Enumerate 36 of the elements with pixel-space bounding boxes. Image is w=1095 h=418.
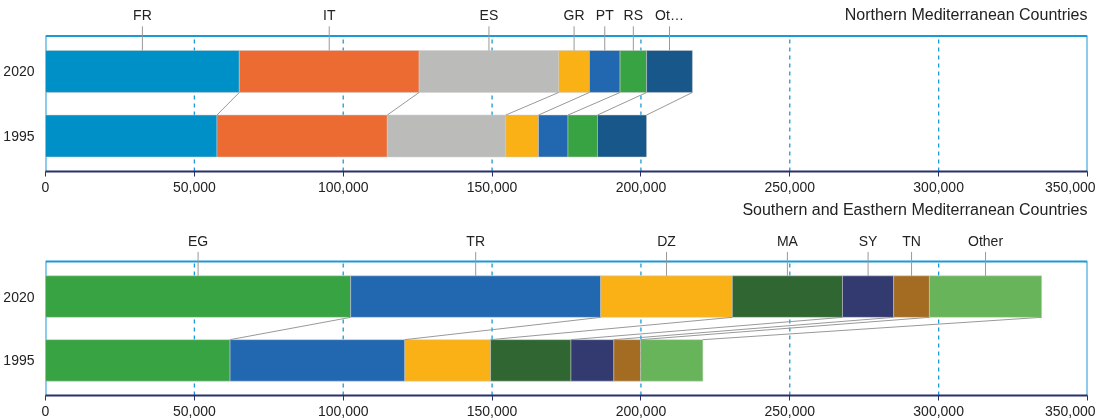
y-tick-label: 1995: [3, 352, 35, 369]
x-tick-label: 300,000: [913, 178, 965, 195]
x-tick-label: 50,000: [172, 402, 216, 418]
series-label: FR: [133, 7, 152, 24]
series-label: TN: [902, 232, 921, 249]
series-label: IT: [323, 7, 336, 24]
series-label: TR: [466, 232, 486, 249]
x-tick-label: 350,000: [1044, 402, 1095, 418]
chart-title: Southern and Easthern Mediterranean Countries: [742, 201, 1088, 219]
x-tick-label: 350,000: [1044, 178, 1095, 195]
x-tick-label: 250,000: [764, 402, 816, 418]
series-label: RS: [623, 7, 644, 24]
x-tick-label: 150,000: [466, 402, 518, 418]
x-tick-label: 0: [41, 178, 50, 195]
series-label: Ot…: [655, 7, 684, 24]
series-label: MA: [776, 232, 799, 249]
chart-title: Northern Mediterranean Countries: [844, 6, 1088, 24]
series-label: ES: [479, 7, 499, 24]
x-tick-label: 200,000: [615, 402, 667, 418]
x-tick-label: 300,000: [913, 402, 965, 418]
series-label: EG: [187, 232, 209, 249]
series-label: PT: [595, 7, 615, 24]
x-tick-label: 200,000: [615, 178, 667, 195]
series-label: Other: [968, 232, 1004, 249]
x-tick-label: 100,000: [317, 402, 369, 418]
x-tick-label: 50,000: [172, 178, 216, 195]
x-tick-label: 250,000: [764, 178, 816, 195]
y-tick-label: 2020: [3, 288, 35, 305]
y-tick-label: 1995: [3, 128, 35, 145]
x-tick-label: 0: [41, 402, 50, 418]
x-tick-label: 100,000: [317, 178, 369, 195]
y-tick-label: 2020: [3, 63, 35, 80]
series-label: SY: [858, 232, 879, 249]
x-tick-label: 150,000: [466, 178, 518, 195]
series-label: GR: [563, 7, 585, 24]
series-label: DZ: [657, 232, 677, 249]
